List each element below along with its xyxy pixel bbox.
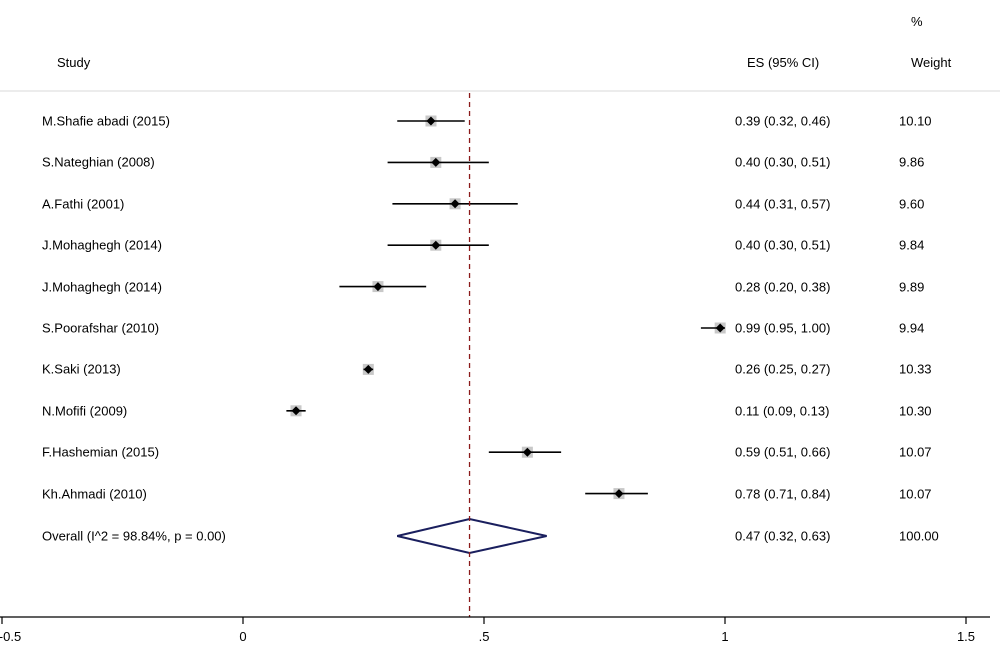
study-es-ci: 0.78 (0.71, 0.84) (735, 486, 831, 502)
point-estimate-marker (715, 323, 725, 333)
point-estimate-marker (291, 406, 301, 416)
study-es-ci: 0.28 (0.20, 0.38) (735, 279, 831, 295)
study-weight: 9.86 (899, 154, 925, 170)
header-study: Study (57, 55, 91, 70)
x-tick-label: -0.5 (0, 629, 21, 644)
study-label: J.Mohaghegh (2014) (42, 279, 162, 295)
point-estimate-marker (522, 447, 532, 457)
study-weight: 9.84 (899, 237, 925, 253)
study-es-ci: 0.11 (0.09, 0.13) (735, 403, 830, 419)
header-percent: % (911, 14, 923, 29)
study-es-ci: 0.59 (0.51, 0.66) (735, 444, 831, 460)
x-tick-label: 1.5 (957, 629, 975, 644)
study-es-ci: 0.39 (0.32, 0.46) (735, 113, 831, 129)
overall-label: Overall (I^2 = 98.84%, p = 0.00) (42, 528, 226, 544)
study-es-ci: 0.99 (0.95, 1.00) (735, 320, 831, 336)
study-es-ci: 0.40 (0.30, 0.51) (735, 237, 831, 253)
study-es-ci: 0.44 (0.31, 0.57) (735, 196, 831, 212)
study-label: K.Saki (2013) (42, 361, 121, 377)
x-tick-label: 1 (721, 629, 728, 644)
point-estimate-marker (373, 282, 383, 292)
study-label: S.Nateghian (2008) (42, 154, 155, 170)
study-label: A.Fathi (2001) (42, 196, 125, 212)
point-estimate-marker (426, 116, 436, 126)
study-weight: 9.60 (899, 196, 925, 212)
study-weight: 9.89 (899, 279, 925, 295)
point-estimate-marker (614, 489, 624, 499)
overall-weight: 100.00 (899, 528, 939, 544)
header-weight: Weight (911, 55, 952, 70)
study-es-ci: 0.40 (0.30, 0.51) (735, 154, 831, 170)
study-label: Kh.Ahmadi (2010) (42, 486, 147, 502)
point-estimate-marker (450, 199, 460, 209)
x-tick-label: 0 (239, 629, 246, 644)
point-estimate-marker (431, 240, 441, 250)
study-label: S.Poorafshar (2010) (42, 320, 160, 336)
study-es-ci: 0.26 (0.25, 0.27) (735, 361, 831, 377)
overall-es-ci: 0.47 (0.32, 0.63) (735, 528, 831, 544)
study-label: F.Hashemian (2015) (42, 444, 160, 460)
overall-diamond (397, 517, 547, 555)
point-estimate-marker (363, 364, 373, 374)
study-label: J.Mohaghegh (2014) (42, 237, 162, 253)
study-weight: 10.30 (899, 403, 932, 419)
study-weight: 9.94 (899, 320, 925, 336)
x-tick-label: .5 (479, 629, 490, 644)
study-weight: 10.33 (899, 361, 932, 377)
study-label: N.Mofifi (2009) (42, 403, 128, 419)
study-label: M.Shafie abadi (2015) (42, 113, 170, 129)
study-weight: 10.07 (899, 444, 932, 460)
header-es: ES (95% CI) (747, 55, 820, 70)
point-estimate-marker (431, 157, 441, 167)
study-weight: 10.10 (899, 113, 932, 129)
study-weight: 10.07 (899, 486, 932, 502)
